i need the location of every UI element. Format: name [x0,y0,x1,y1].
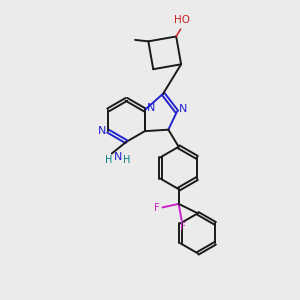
Text: N: N [113,152,122,162]
Text: N: N [179,104,188,114]
Text: H: H [123,155,130,165]
Text: F: F [154,203,160,213]
Text: H: H [104,155,112,165]
Text: N: N [98,126,106,136]
Text: F: F [180,222,186,232]
Text: HO: HO [174,15,190,25]
Text: N: N [147,103,155,113]
